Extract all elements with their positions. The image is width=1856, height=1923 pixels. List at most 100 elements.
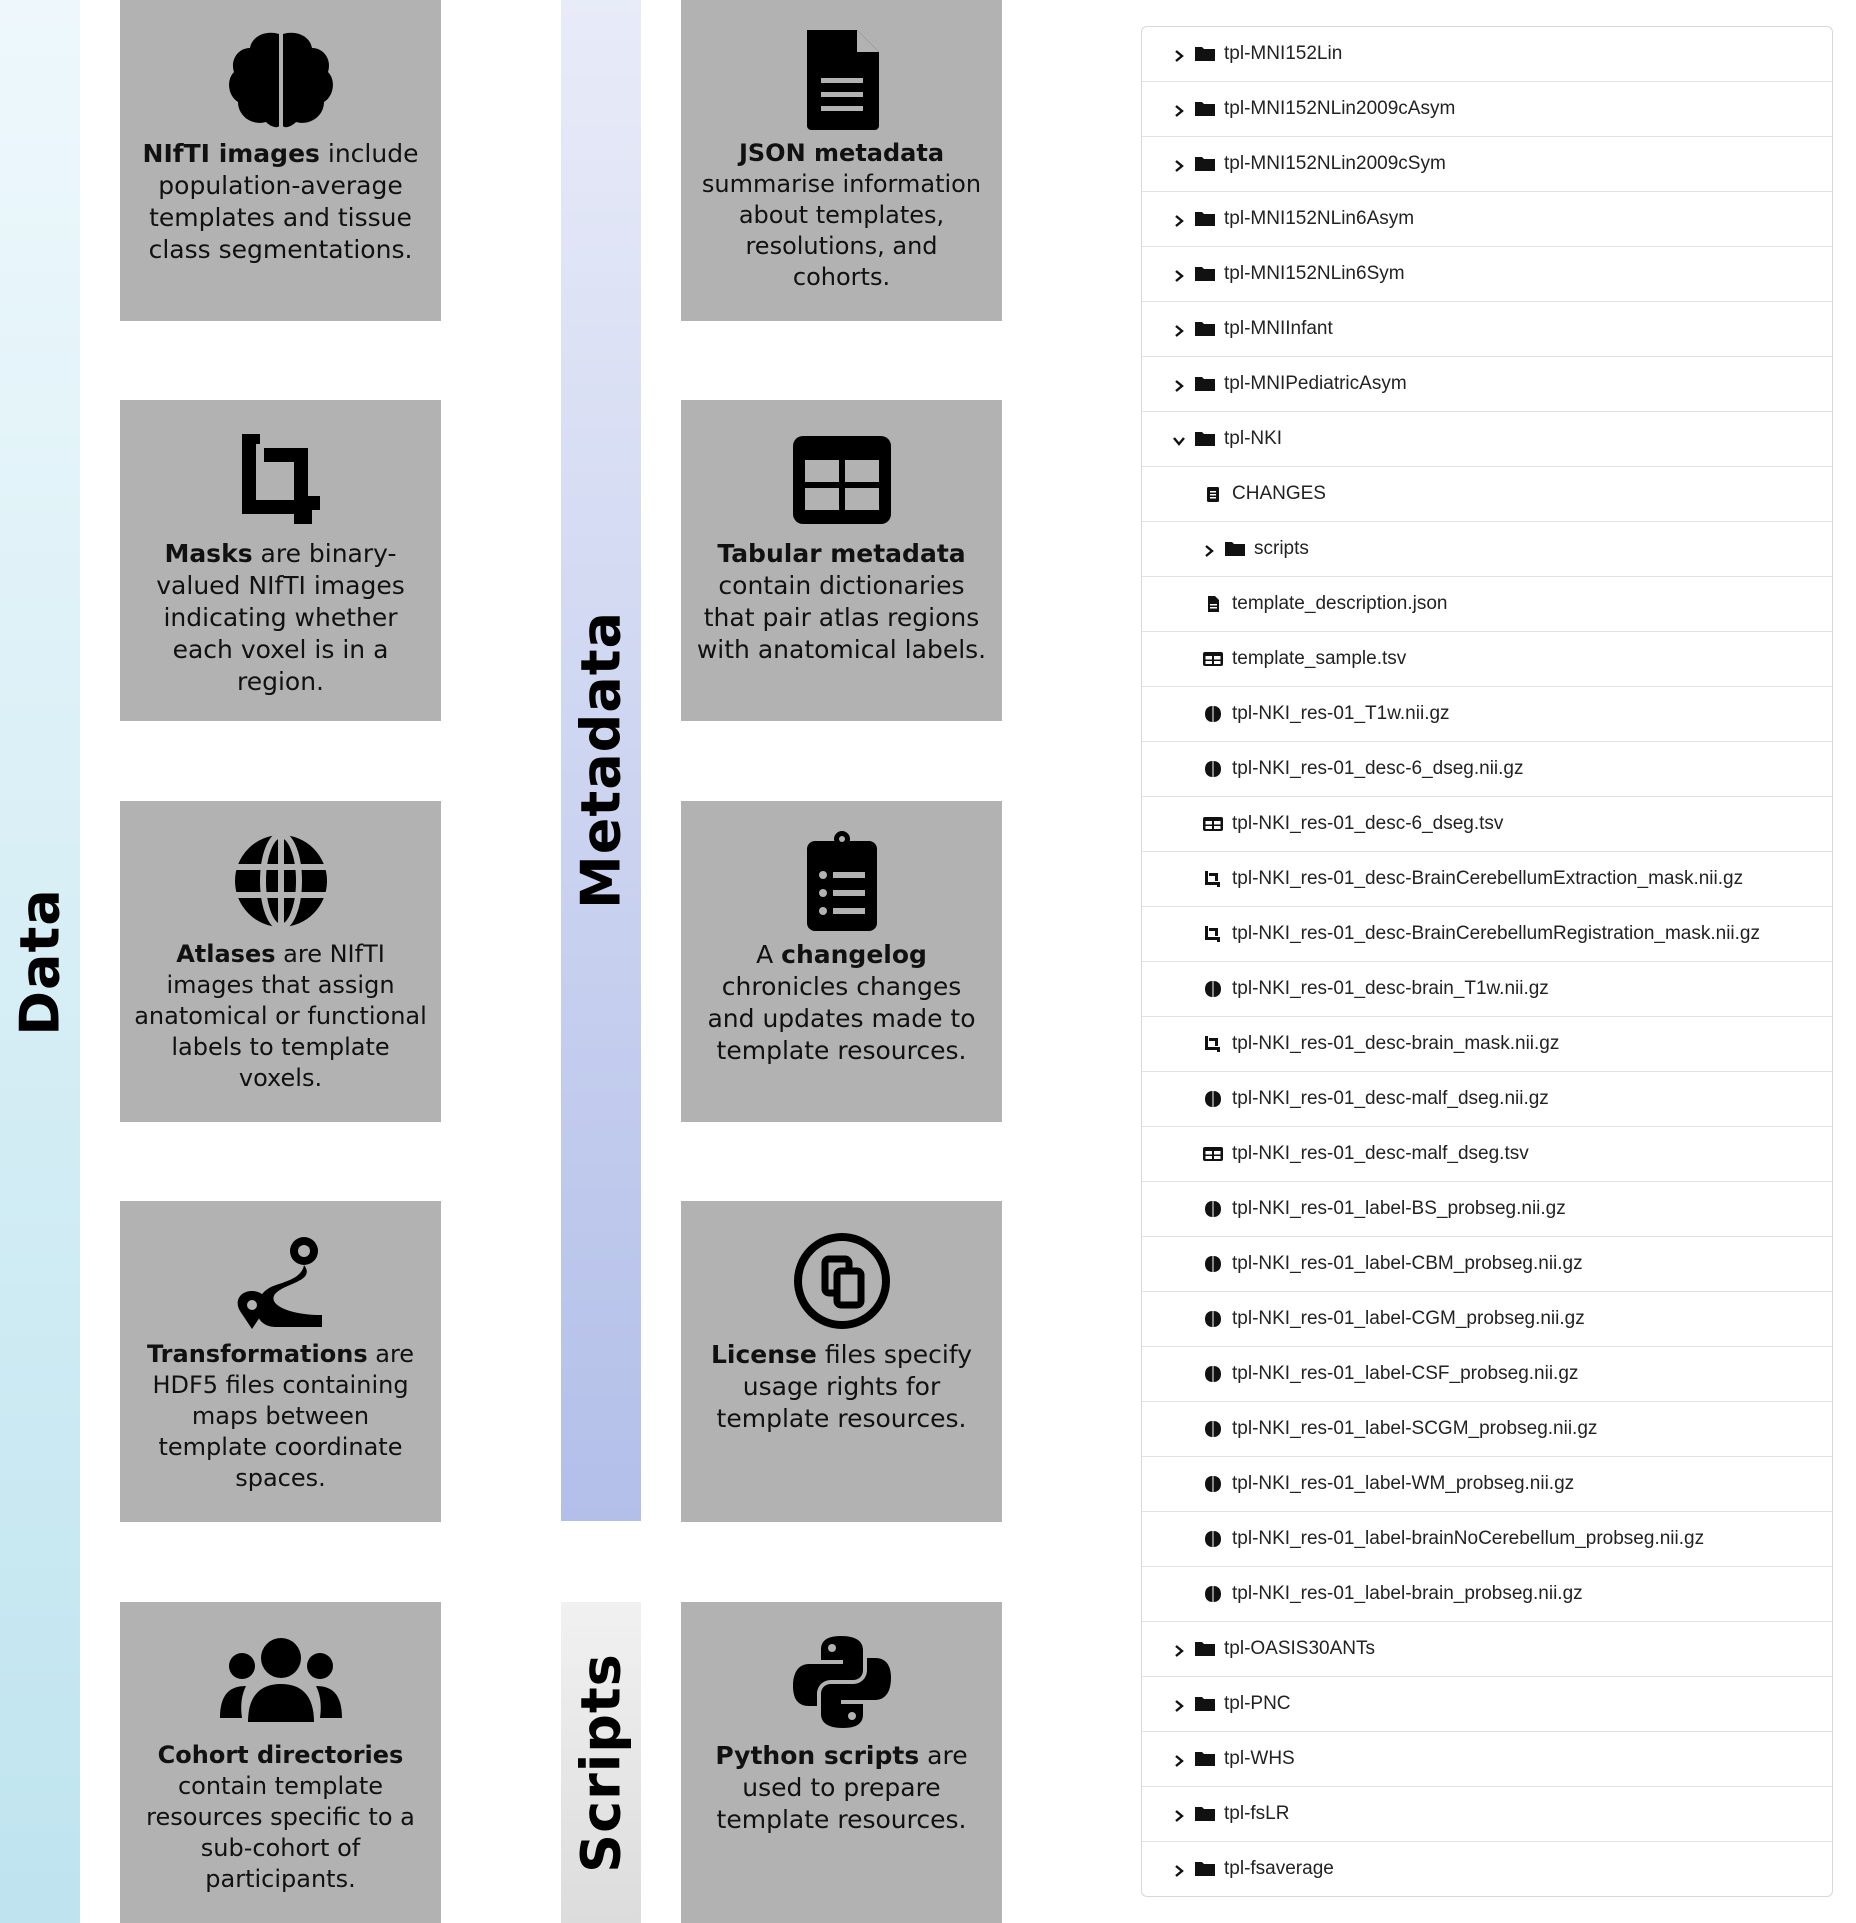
chevron-right-icon[interactable]: [1172, 1862, 1186, 1877]
tree-file-row[interactable]: tpl-NKI_res-01_T1w.nii.gz: [1142, 687, 1832, 742]
folder-icon: [1194, 100, 1216, 118]
tree-file-row[interactable]: tpl-NKI_res-01_label-CGM_probseg.nii.gz: [1142, 1292, 1832, 1347]
chevron-right-icon[interactable]: [1172, 267, 1186, 282]
tree-file-row[interactable]: tpl-NKI_res-01_label-brainNoCerebellum_p…: [1142, 1512, 1832, 1567]
folder-icon: [1224, 540, 1246, 558]
folder-icon: [1194, 1750, 1216, 1768]
tree-folder-row[interactable]: tpl-NKI: [1142, 412, 1832, 467]
folder-icon: [1194, 155, 1216, 173]
tree-file-row[interactable]: tpl-NKI_res-01_desc-malf_dseg.tsv: [1142, 1127, 1832, 1182]
tree-file-row[interactable]: tpl-NKI_res-01_desc-BrainCerebellumExtra…: [1142, 852, 1832, 907]
tree-folder-row[interactable]: tpl-MNIPediatricAsym: [1142, 357, 1832, 412]
tree-item-label: tpl-NKI_res-01_desc-BrainCerebellumRegis…: [1232, 923, 1761, 944]
card-tabular-bold: Tabular metadata: [717, 539, 966, 568]
tree-file-row[interactable]: tpl-NKI_res-01_desc-brain_T1w.nii.gz: [1142, 962, 1832, 1017]
tree-file-row[interactable]: tpl-NKI_res-01_desc-6_dseg.tsv: [1142, 797, 1832, 852]
brain-icon: [1202, 1365, 1224, 1383]
chevron-right-icon[interactable]: [1172, 1807, 1186, 1822]
chevron-right-icon[interactable]: [1202, 542, 1216, 557]
tree-item-label: tpl-NKI_res-01_desc-malf_dseg.nii.gz: [1232, 1088, 1549, 1109]
tree-item-label: scripts: [1254, 538, 1309, 559]
tree-file-row[interactable]: tpl-NKI_res-01_label-CBM_probseg.nii.gz: [1142, 1237, 1832, 1292]
tree-file-row[interactable]: tpl-NKI_res-01_desc-6_dseg.nii.gz: [1142, 742, 1832, 797]
tree-file-row[interactable]: tpl-NKI_res-01_label-brain_probseg.nii.g…: [1142, 1567, 1832, 1622]
tree-file-row[interactable]: tpl-NKI_res-01_desc-BrainCerebellumRegis…: [1142, 907, 1832, 962]
card-cohort-text: contain template resources specific to a…: [146, 1772, 415, 1893]
brain-icon: [1202, 1200, 1224, 1218]
tree-file-row[interactable]: tpl-NKI_res-01_label-WM_probseg.nii.gz: [1142, 1457, 1832, 1512]
crop-icon: [241, 434, 320, 524]
brain-icon: [1202, 1530, 1224, 1548]
card-json-bold: JSON metadata: [738, 139, 945, 167]
tree-folder-row[interactable]: tpl-PNC: [1142, 1677, 1832, 1732]
tree-item-label: tpl-NKI: [1224, 428, 1283, 449]
tree-item-label: tpl-OASIS30ANTs: [1224, 1638, 1375, 1659]
tree-folder-row[interactable]: tpl-MNI152NLin6Sym: [1142, 247, 1832, 302]
card-transformations-text: are HDF5 files containing maps between t…: [152, 1340, 415, 1492]
tree-folder-row[interactable]: tpl-MNI152NLin2009cSym: [1142, 137, 1832, 192]
chevron-right-icon[interactable]: [1172, 212, 1186, 227]
card-cohort-bold: Cohort directories: [157, 1741, 404, 1769]
card-transformations: Transformations are HDF5 files containin…: [120, 1201, 441, 1522]
tree-file-row[interactable]: CHANGES: [1142, 467, 1832, 522]
tree-item-label: tpl-NKI_res-01_label-BS_probseg.nii.gz: [1232, 1198, 1566, 1219]
card-cohort-directories: Cohort directories contain template reso…: [120, 1602, 441, 1923]
tree-item-label: tpl-MNI152Lin: [1224, 43, 1343, 64]
crop-icon: [1202, 870, 1224, 888]
table-icon: [1202, 1145, 1224, 1163]
chevron-right-icon[interactable]: [1172, 157, 1186, 172]
chevron-right-icon[interactable]: [1172, 1697, 1186, 1712]
card-nifti-bold: NIfTI images: [142, 139, 320, 168]
metadata-band-label: Metadata: [569, 611, 633, 909]
card-nifti-text: include population-average templates and…: [148, 139, 419, 264]
chevron-right-icon[interactable]: [1172, 1642, 1186, 1657]
tree-item-label: tpl-NKI_res-01_desc-6_dseg.tsv: [1232, 813, 1504, 834]
tree-item-label: tpl-NKI_res-01_desc-brain_mask.nii.gz: [1232, 1033, 1560, 1054]
tree-folder-row[interactable]: tpl-MNI152NLin6Asym: [1142, 192, 1832, 247]
brain-icon: [1202, 1475, 1224, 1493]
card-changelog: A changelog chronicles changes and updat…: [681, 801, 1002, 1122]
brain-icon: [1202, 760, 1224, 778]
card-changelog-bold: changelog: [781, 940, 927, 969]
copyright-icon: [793, 1233, 890, 1329]
tree-file-row[interactable]: tpl-NKI_res-01_label-SCGM_probseg.nii.gz: [1142, 1402, 1832, 1457]
card-atlases-text: are NIfTI images that assign anatomical …: [134, 940, 427, 1092]
tree-folder-row[interactable]: scripts: [1142, 522, 1832, 577]
tree-folder-row[interactable]: tpl-MNI152NLin2009cAsym: [1142, 82, 1832, 137]
tree-file-row[interactable]: tpl-NKI_res-01_desc-brain_mask.nii.gz: [1142, 1017, 1832, 1072]
card-python-text: are used to prepare template resources.: [716, 1741, 968, 1834]
chevron-right-icon[interactable]: [1172, 322, 1186, 337]
tree-item-label: tpl-MNI152NLin6Sym: [1224, 263, 1405, 284]
tree-file-row[interactable]: template_sample.tsv: [1142, 632, 1832, 687]
chevron-right-icon[interactable]: [1172, 1752, 1186, 1767]
card-nifti-images: NIfTI images include population-average …: [120, 0, 441, 321]
tree-item-label: tpl-MNI152NLin2009cAsym: [1224, 98, 1456, 119]
tree-item-label: tpl-MNIInfant: [1224, 318, 1333, 339]
chevron-right-icon[interactable]: [1172, 47, 1186, 62]
tree-folder-row[interactable]: tpl-MNI152Lin: [1142, 27, 1832, 82]
tree-file-row[interactable]: template_description.json: [1142, 577, 1832, 632]
brain-icon: [1202, 705, 1224, 723]
card-tabular-metadata: Tabular metadata contain dictionaries th…: [681, 400, 1002, 721]
chevron-right-icon[interactable]: [1172, 102, 1186, 117]
tree-file-row[interactable]: tpl-NKI_res-01_label-CSF_probseg.nii.gz: [1142, 1347, 1832, 1402]
python-icon: [792, 1636, 891, 1728]
tree-folder-row[interactable]: tpl-WHS: [1142, 1732, 1832, 1787]
crop-icon: [1202, 925, 1224, 943]
chevron-right-icon[interactable]: [1172, 377, 1186, 392]
tree-file-row[interactable]: tpl-NKI_res-01_desc-malf_dseg.nii.gz: [1142, 1072, 1832, 1127]
tree-item-label: tpl-MNIPediatricAsym: [1224, 373, 1407, 394]
tree-folder-row[interactable]: tpl-MNIInfant: [1142, 302, 1832, 357]
tree-folder-row[interactable]: tpl-fsLR: [1142, 1787, 1832, 1842]
tree-folder-row[interactable]: tpl-OASIS30ANTs: [1142, 1622, 1832, 1677]
brain-icon: [1202, 1255, 1224, 1273]
clipboard-icon: [1202, 485, 1224, 503]
card-masks-text: are binary-valued NIfTI images indicatin…: [156, 539, 405, 696]
tree-item-label: tpl-NKI_res-01_label-CSF_probseg.nii.gz: [1232, 1363, 1579, 1384]
file-icon: [1202, 595, 1224, 613]
folder-icon: [1194, 45, 1216, 63]
card-python-bold: Python scripts: [715, 1741, 920, 1770]
chevron-down-icon[interactable]: [1172, 432, 1186, 446]
tree-file-row[interactable]: tpl-NKI_res-01_label-BS_probseg.nii.gz: [1142, 1182, 1832, 1237]
tree-folder-row[interactable]: tpl-fsaverage: [1142, 1842, 1832, 1896]
